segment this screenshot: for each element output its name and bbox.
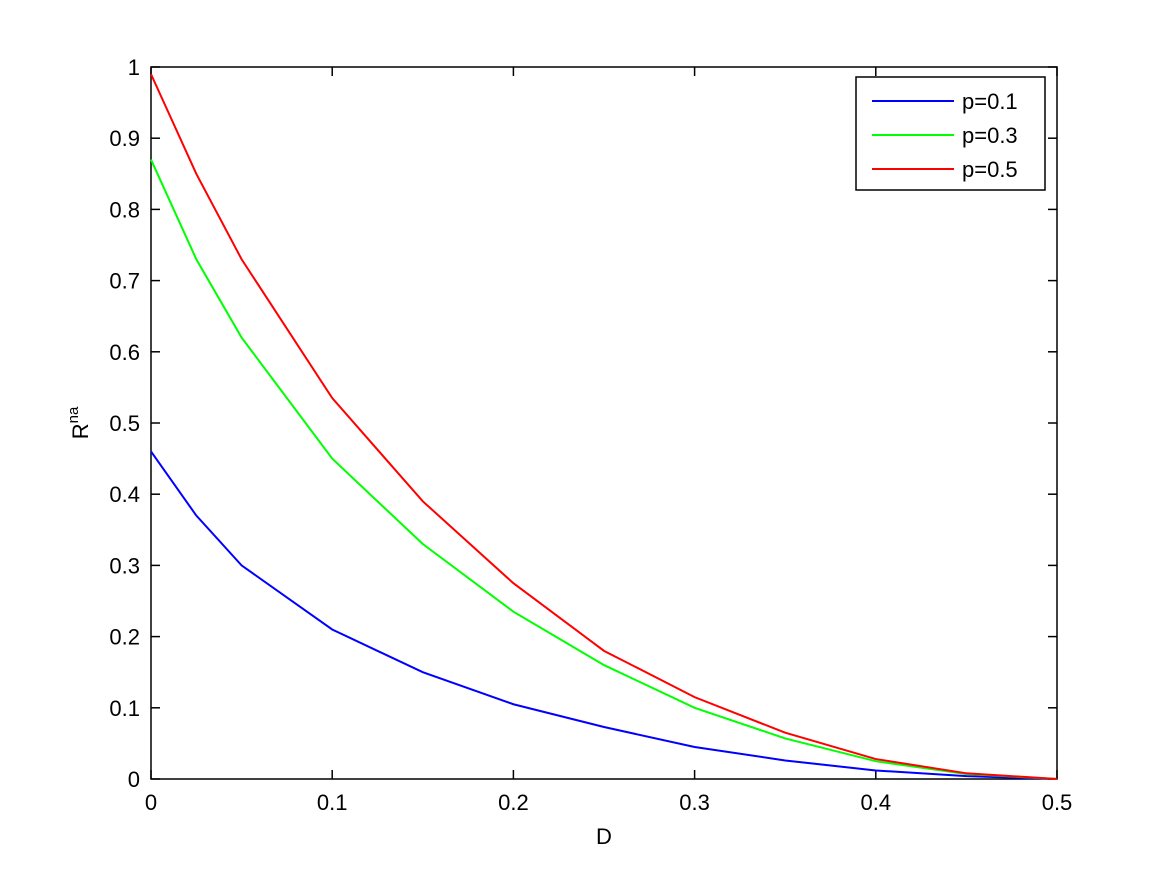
line-series: [150, 450, 1058, 780]
x-tick-label: 0.5: [1042, 790, 1073, 815]
legend-label: p=0.1: [962, 89, 1018, 114]
y-tick-label: 0.3: [109, 553, 140, 578]
y-label-superscript: na: [65, 406, 82, 423]
x-tick-label: 0.4: [861, 790, 892, 815]
y-label-main: R: [68, 423, 93, 439]
x-tick-label: 0.2: [498, 790, 529, 815]
line-series: [150, 73, 1058, 780]
legend-label: p=0.5: [962, 157, 1018, 182]
legend-box: [855, 76, 1046, 191]
x-tick-label: 0.1: [317, 790, 348, 815]
y-tick-label: 0.1: [109, 696, 140, 721]
y-tick-label: 0.4: [109, 482, 140, 507]
x-tick-label: 0.3: [679, 790, 710, 815]
y-tick-label: 0.7: [109, 269, 140, 294]
y-tick-label: 0.6: [109, 340, 140, 365]
y-tick-label: 0.2: [109, 625, 140, 650]
y-tick-label: 0.5: [109, 411, 140, 436]
y-tick-label: 1: [128, 55, 140, 80]
y-tick-label: 0.8: [109, 197, 140, 222]
line-series: [150, 159, 1058, 780]
y-tick-label: 0.9: [109, 126, 140, 151]
legend-label: p=0.3: [962, 123, 1018, 148]
x-axis-label: D: [596, 824, 612, 849]
x-tick-label: 0: [145, 790, 157, 815]
y-tick-label: 0: [128, 767, 140, 792]
y-axis-label: Rna: [65, 406, 93, 439]
